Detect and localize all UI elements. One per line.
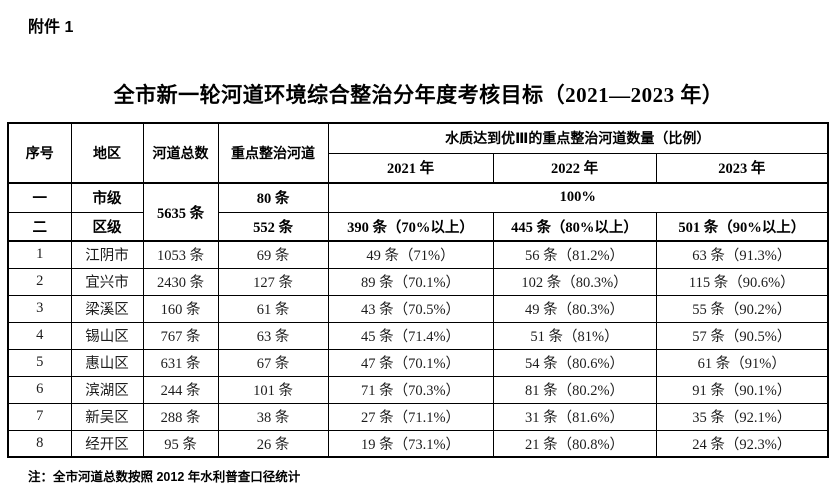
cell-river-total: 1053 条 [142, 240, 219, 269]
cell-2021: 19 条（73.1%） [327, 429, 494, 458]
cell-2021: 390 条（70%以上） [327, 211, 494, 242]
cell-2021: 45 条（71.4%） [327, 321, 494, 350]
col-header-seq: 序号 [7, 122, 72, 184]
cell-2021: 71 条（70.3%） [327, 375, 494, 404]
col-header-2021: 2021 年 [327, 152, 494, 184]
cell-seq: 一 [7, 182, 72, 213]
cell-2022: 49 条（80.3%） [492, 294, 657, 323]
cell-seq: 5 [7, 348, 72, 377]
cell-2023: 115 条（90.6%） [655, 267, 829, 296]
col-header-river-total: 河道总数 [142, 122, 219, 184]
cell-2022: 56 条（81.2%） [492, 240, 657, 269]
cell-2022: 102 条（80.3%） [492, 267, 657, 296]
header-row-years: 2021 年 2022 年 2023 年 [8, 152, 829, 184]
cell-2023: 35 条（92.1%） [655, 402, 829, 431]
col-header-key-rivers: 重点整治河道 [217, 122, 329, 184]
table-header: 序号 地区 河道总数 重点整治河道 水质达到优Ⅲ的重点整治河道数量（比例） 20… [7, 122, 829, 184]
table-row: 8 经开区 95 条 26 条 19 条（73.1%） 21 条（80.8%） … [7, 429, 829, 458]
table-row: 2 宜兴市 2430 条 127 条 89 条（70.1%） 102 条（80.… [7, 267, 829, 296]
cell-river-total: 244 条 [142, 375, 219, 404]
cell-seq: 6 [7, 375, 72, 404]
cell-2023: 63 条（91.3%） [655, 240, 829, 269]
col-header-2023: 2023 年 [655, 152, 829, 184]
cell-city-total-rivers: 5635 条 [142, 182, 219, 242]
cell-2021: 89 条（70.1%） [327, 267, 494, 296]
cell-2022: 54 条（80.6%） [492, 348, 657, 377]
cell-2023: 91 条（90.1%） [655, 375, 829, 404]
table-row: 4 锡山区 767 条 63 条 45 条（71.4%） 51 条（81%） 5… [7, 321, 829, 350]
table-row: 7 新吴区 288 条 38 条 27 条（71.1%） 31 条（81.6%）… [7, 402, 829, 431]
col-header-region: 地区 [70, 122, 144, 184]
cell-target-all-years: 100% [327, 182, 829, 213]
cell-seq: 1 [7, 240, 72, 269]
cell-2021: 49 条（71%） [327, 240, 494, 269]
cell-region: 宜兴市 [70, 267, 144, 296]
cell-2022: 81 条（80.2%） [492, 375, 657, 404]
col-header-quality-group: 水质达到优Ⅲ的重点整治河道数量（比例） [327, 122, 829, 154]
cell-2021: 47 条（70.1%） [327, 348, 494, 377]
cell-region: 锡山区 [70, 321, 144, 350]
cell-region: 区级 [70, 211, 144, 242]
cell-2021: 27 条（71.1%） [327, 402, 494, 431]
cell-river-total: 767 条 [142, 321, 219, 350]
cell-river-total: 288 条 [142, 402, 219, 431]
assessment-table: 序号 地区 河道总数 重点整治河道 水质达到优Ⅲ的重点整治河道数量（比例） 20… [7, 122, 830, 458]
cell-region: 经开区 [70, 429, 144, 458]
cell-key-rivers: 552 条 [217, 211, 329, 242]
cell-2023: 61 条（91%） [655, 348, 829, 377]
cell-key-rivers: 63 条 [217, 321, 329, 350]
cell-key-rivers: 26 条 [217, 429, 329, 458]
table-row: 6 滨湖区 244 条 101 条 71 条（70.3%） 81 条（80.2%… [7, 375, 829, 404]
cell-2023: 55 条（90.2%） [655, 294, 829, 323]
cell-river-total: 95 条 [142, 429, 219, 458]
cell-seq: 4 [7, 321, 72, 350]
cell-region: 新吴区 [70, 402, 144, 431]
cell-region: 市级 [70, 182, 144, 213]
cell-2022: 21 条（80.8%） [492, 429, 657, 458]
cell-2022: 31 条（81.6%） [492, 402, 657, 431]
cell-key-rivers: 80 条 [217, 182, 329, 213]
cell-river-total: 160 条 [142, 294, 219, 323]
document-title: 全市新一轮河道环境综合整治分年度考核目标（2021—2023 年） [113, 83, 724, 107]
cell-2022: 445 条（80%以上） [492, 211, 657, 242]
col-header-2022: 2022 年 [492, 152, 657, 184]
cell-key-rivers: 61 条 [217, 294, 329, 323]
cell-key-rivers: 101 条 [217, 375, 329, 404]
cell-region: 滨湖区 [70, 375, 144, 404]
table-row: 3 梁溪区 160 条 61 条 43 条（70.5%） 49 条（80.3%）… [7, 294, 829, 323]
cell-region: 江阴市 [70, 240, 144, 269]
table-row: 5 惠山区 631 条 67 条 47 条（70.1%） 54 条（80.6%）… [7, 348, 829, 377]
header-row-top: 序号 地区 河道总数 重点整治河道 水质达到优Ⅲ的重点整治河道数量（比例） [7, 122, 829, 184]
cell-2023: 57 条（90.5%） [655, 321, 829, 350]
cell-river-total: 631 条 [142, 348, 219, 377]
summary-row-district: 二 区级 552 条 390 条（70%以上） 445 条（80%以上） 501… [7, 211, 829, 242]
cell-river-total: 2430 条 [142, 267, 219, 296]
cell-key-rivers: 127 条 [217, 267, 329, 296]
cell-seq: 二 [7, 211, 72, 242]
cell-2023: 501 条（90%以上） [655, 211, 829, 242]
cell-key-rivers: 38 条 [217, 402, 329, 431]
table-row: 1 江阴市 1053 条 69 条 49 条（71%） 56 条（81.2%） … [7, 240, 829, 269]
cell-key-rivers: 69 条 [217, 240, 329, 269]
cell-seq: 8 [7, 429, 72, 458]
cell-seq: 7 [7, 402, 72, 431]
cell-seq: 2 [7, 267, 72, 296]
cell-2022: 51 条（81%） [492, 321, 657, 350]
cell-key-rivers: 67 条 [217, 348, 329, 377]
cell-region: 梁溪区 [70, 294, 144, 323]
cell-seq: 3 [7, 294, 72, 323]
cell-region: 惠山区 [70, 348, 144, 377]
attachment-label: 附件 1 [28, 19, 74, 36]
footnote: 注：全市河道总数按照 2012 年水利普查口径统计 [28, 470, 301, 484]
summary-row-city: 一 市级 5635 条 80 条 100% [7, 182, 829, 242]
cell-2021: 43 条（70.5%） [327, 294, 494, 323]
cell-2023: 24 条（92.3%） [655, 429, 829, 458]
